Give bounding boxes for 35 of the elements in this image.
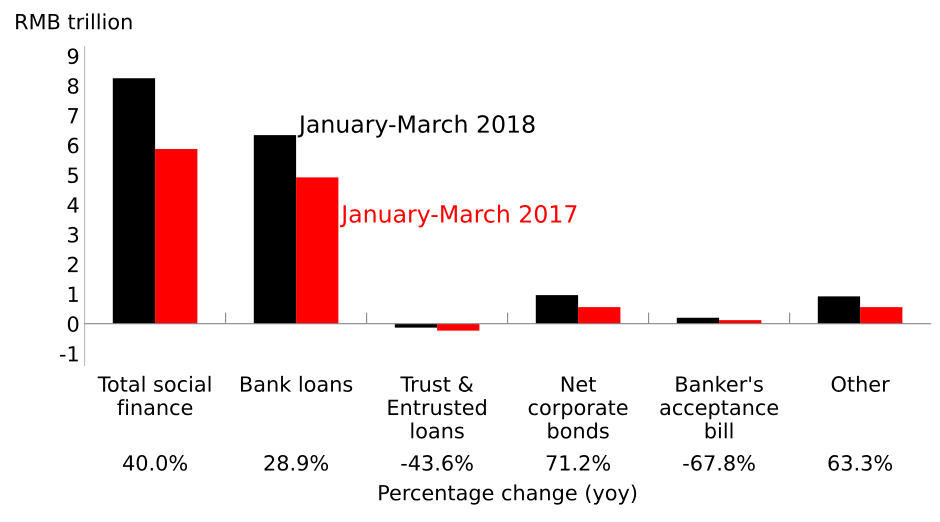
- x-tick-label: Banker's acceptance bill: [660, 376, 778, 439]
- y-axis-title: RMB trillion: [16, 13, 132, 30]
- y-tick-label: 2: [68, 256, 78, 272]
- bar: [578, 307, 620, 324]
- bar: [860, 307, 902, 324]
- x-tick-label: Other: [832, 376, 890, 392]
- y-tick-label: 7: [68, 108, 78, 124]
- y-tick-label: 8: [68, 78, 78, 94]
- x-axis-title: Percentage change (yoy): [379, 484, 636, 505]
- bar: [536, 295, 578, 324]
- bar: [155, 149, 198, 324]
- y-tick-label: 5: [68, 168, 78, 184]
- x-tick-label: Net corporate bonds: [528, 376, 628, 439]
- x-tick-label: Bank loans: [240, 376, 352, 392]
- y-tick-label: 3: [68, 226, 78, 243]
- series-label: January-March 2018: [298, 114, 534, 138]
- y-tick-label: 6: [68, 138, 78, 154]
- bar: [296, 177, 338, 324]
- text: -43.6%: [401, 455, 473, 471]
- x-tick-label: Trust & Entrusted loans: [388, 376, 486, 439]
- bar: [254, 135, 296, 324]
- text: 71.2%: [546, 455, 610, 471]
- text: 63.3%: [828, 455, 892, 471]
- text: 40.0%: [123, 455, 188, 471]
- x-tick-label: Total social finance: [98, 376, 210, 416]
- y-tick-label: -1: [60, 346, 78, 362]
- text: 28.9%: [264, 455, 328, 471]
- y-tick-label: 1: [68, 286, 78, 302]
- text: -67.8%: [683, 455, 755, 471]
- series-label: January-March 2017: [340, 204, 576, 228]
- y-tick-label: 4: [68, 197, 79, 213]
- y-tick-label: 0: [68, 316, 78, 332]
- bar: [112, 78, 156, 324]
- y-tick-label: 9: [68, 48, 78, 64]
- bar: [818, 296, 860, 324]
